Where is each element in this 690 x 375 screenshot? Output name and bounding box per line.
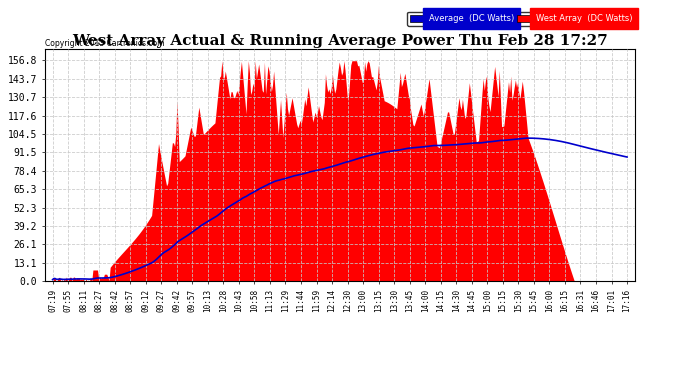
Legend: Average  (DC Watts), West Array  (DC Watts): Average (DC Watts), West Array (DC Watts… [407, 12, 635, 26]
Text: Copyright 2013 Cartronics.com: Copyright 2013 Cartronics.com [45, 39, 164, 48]
Title: West Array Actual & Running Average Power Thu Feb 28 17:27: West Array Actual & Running Average Powe… [72, 34, 608, 48]
